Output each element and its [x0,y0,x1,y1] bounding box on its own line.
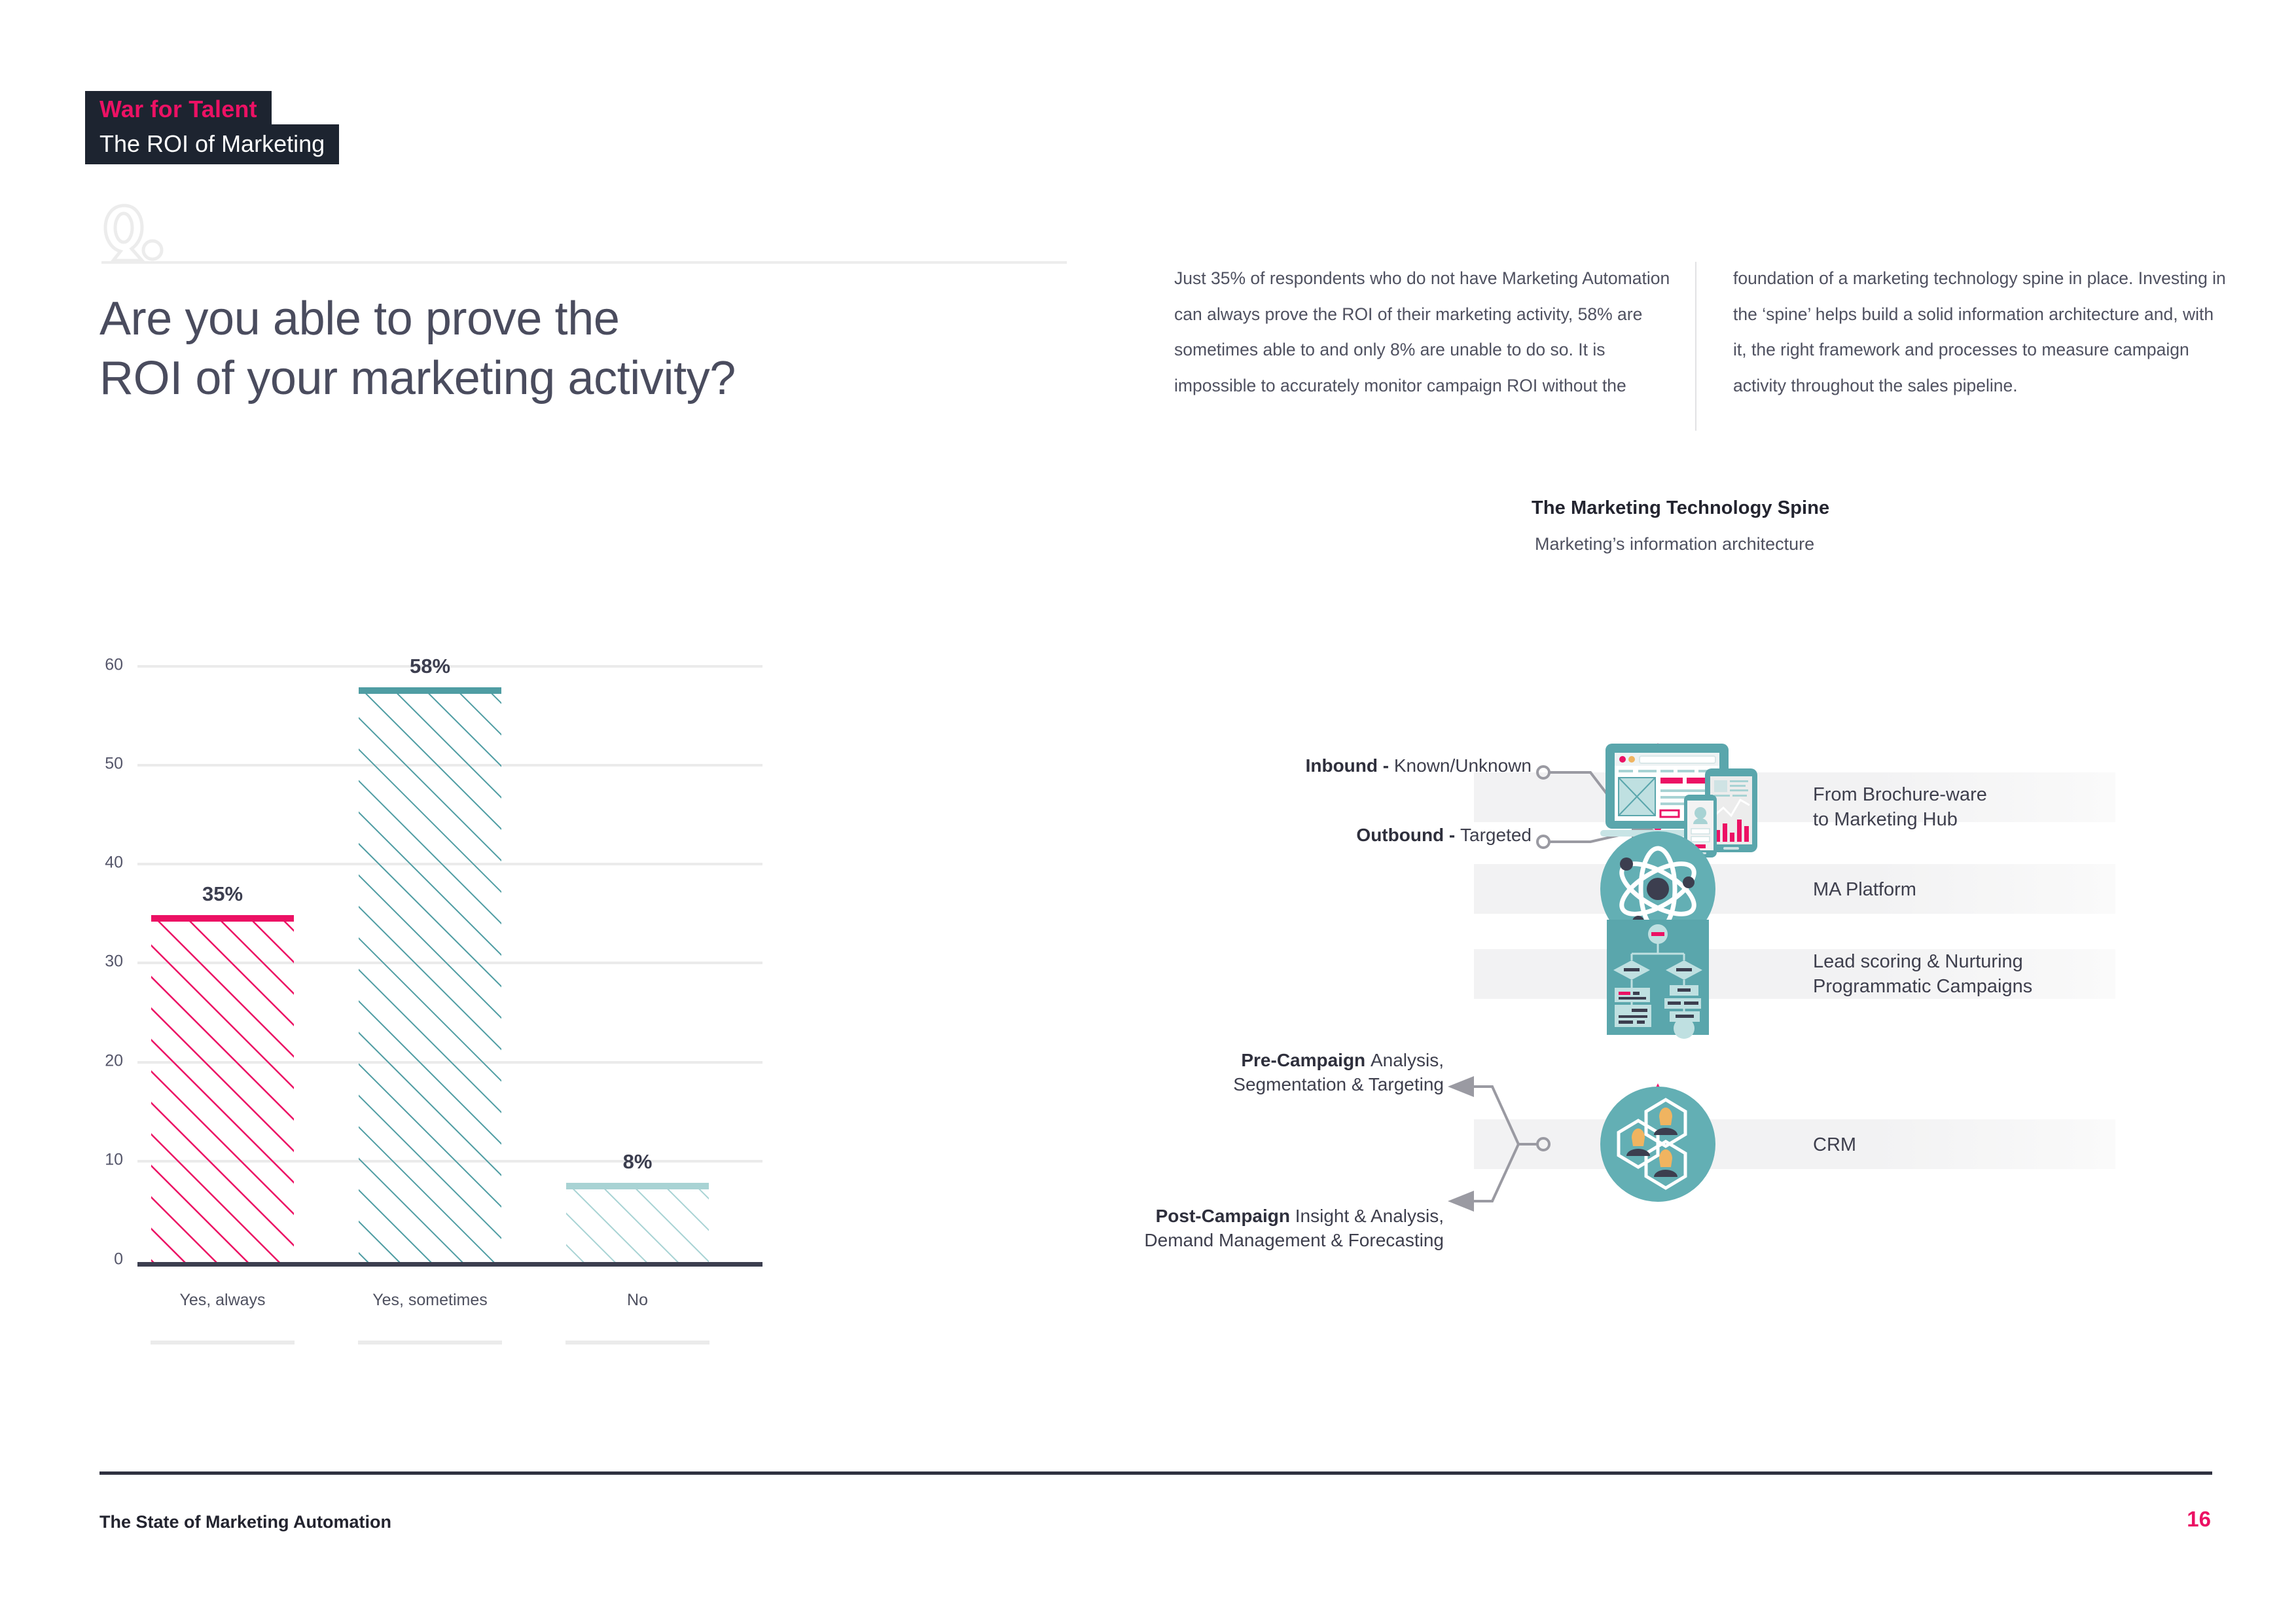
headline-line-1: Are you able to prove the [99,293,620,345]
band-ma-platform [1474,864,2115,914]
kicker-label: War for Talent [99,96,257,122]
bar-cap-0 [151,915,294,922]
node-label-ma-platform-line1: MA Platform [1813,879,1916,900]
xtick-label-1: Yes, sometimes [372,1291,488,1309]
kicker-tag: War for Talent [85,91,272,126]
flowchart-icon [1607,920,1709,1039]
ytick-label-60: 60 [105,655,123,674]
footer-title: The State of Marketing Automation [99,1512,392,1532]
roi-bar-chart: 60 50 40 30 20 10 0 35% [92,655,785,1362]
band-crm [1474,1119,2115,1169]
footer-divider [99,1471,2212,1475]
bar-value-label-1: 58% [409,655,451,677]
xtick-rule-0 [151,1341,295,1344]
post-campaign-bold: Post-Campaign [1155,1206,1295,1226]
xtick-rule-2 [565,1341,709,1344]
intro-paragraph-left: Just 35% of respondents who do not have … [1174,268,1670,395]
bar-cap-1 [359,687,501,694]
node-label-crm-line1: CRM [1813,1134,1857,1155]
bar-value-label-2: 8% [622,1150,653,1173]
marketing-technology-spine-diagram: The Marketing Technology Spine Marketing… [1073,484,2251,1414]
left-label-outbound-rest: Targeted [1460,825,1532,845]
header-divider [101,261,1067,264]
ytick-label-0: 0 [114,1250,123,1269]
spine-subtitle: Marketing’s information architecture [1535,534,1815,554]
left-label-inbound-rest: Known/Unknown [1393,755,1532,776]
left-label-inbound-bold: Inbound - [1305,755,1394,776]
pre-campaign-rest: Analysis, [1370,1050,1444,1070]
post-campaign-rest: Insight & Analysis, [1295,1206,1444,1226]
ytick-label-40: 40 [105,853,123,872]
gridline-60: 60 [105,656,762,674]
bar-cap-2 [566,1183,709,1189]
chart-plot-area: 60 50 40 30 20 10 0 35% [105,655,762,1344]
bar-value-label-0: 35% [202,882,243,905]
node-label-brochure-ware-line1: From Brochure-ware [1813,784,1987,805]
left-label-post-campaign: Post-Campaign Insight & Analysis, Demand… [1073,1204,1444,1253]
intro-paragraph-right: foundation of a marketing technology spi… [1733,268,2226,395]
bar-no[interactable]: 8% [566,1150,709,1262]
page-number: 16 [2187,1507,2211,1531]
node-label-lead-scoring: Lead scoring & Nurturing Programmatic Ca… [1813,949,2032,1000]
subtitle-label: The ROI of Marketing [99,130,325,157]
left-label-outbound-bold: Outbound - [1356,825,1461,845]
xtick-rule-1 [358,1341,502,1344]
bar-fill-0 [151,915,294,1262]
xtick-label-2: No [627,1291,648,1309]
spine-title: The Marketing Technology Spine [1532,497,1830,518]
left-label-pre-campaign: Pre-Campaign Analysis, Segmentation & Ta… [1073,1049,1444,1097]
intro-column-divider [1695,262,1696,431]
ytick-label-30: 30 [105,952,123,971]
bar-yes-always[interactable]: 35% [151,882,294,1262]
post-campaign-line2: Demand Management & Forecasting [1144,1229,1444,1250]
subtitle-tag: The ROI of Marketing [85,124,340,164]
headline-line-2: ROI of your marketing activity? [99,352,736,405]
band-lead-scoring [1474,949,2115,999]
xtick-label-0: Yes, always [179,1291,266,1309]
node-label-brochure-ware-line2: to Marketing Hub [1813,809,1958,831]
bar-fill-2 [566,1183,709,1262]
pre-campaign-bold: Pre-Campaign [1241,1050,1371,1070]
band-brochure-ware [1474,772,2115,822]
ytick-label-50: 50 [105,754,123,773]
pre-campaign-line2: Segmentation & Targeting [1233,1074,1444,1094]
node-label-brochure-ware: From Brochure-ware to Marketing Hub [1813,782,1987,833]
devices-illustration-icon [1600,740,1790,857]
node-label-ma-platform: MA Platform [1813,877,1916,902]
ytick-label-10: 10 [105,1150,123,1169]
ytick-label-20: 20 [105,1051,123,1070]
chart-x-axis [137,1262,762,1267]
page-title: Are you able to prove the ROI of your ma… [99,289,1081,408]
left-label-outbound: Outbound - Targeted [1113,823,1532,848]
bar-fill-1 [359,687,501,1262]
gridline-0: 0 [114,1250,762,1269]
node-label-lead-scoring-line2: Programmatic Campaigns [1813,976,2033,998]
left-label-inbound: Inbound - Known/Unknown [1113,754,1532,778]
node-label-lead-scoring-line1: Lead scoring & Nurturing [1813,951,2023,972]
people-network-icon [1600,1087,1715,1202]
question-mark-icon [101,202,187,264]
bar-yes-sometimes[interactable]: 58% [359,655,501,1262]
node-label-crm: CRM [1813,1132,1856,1157]
